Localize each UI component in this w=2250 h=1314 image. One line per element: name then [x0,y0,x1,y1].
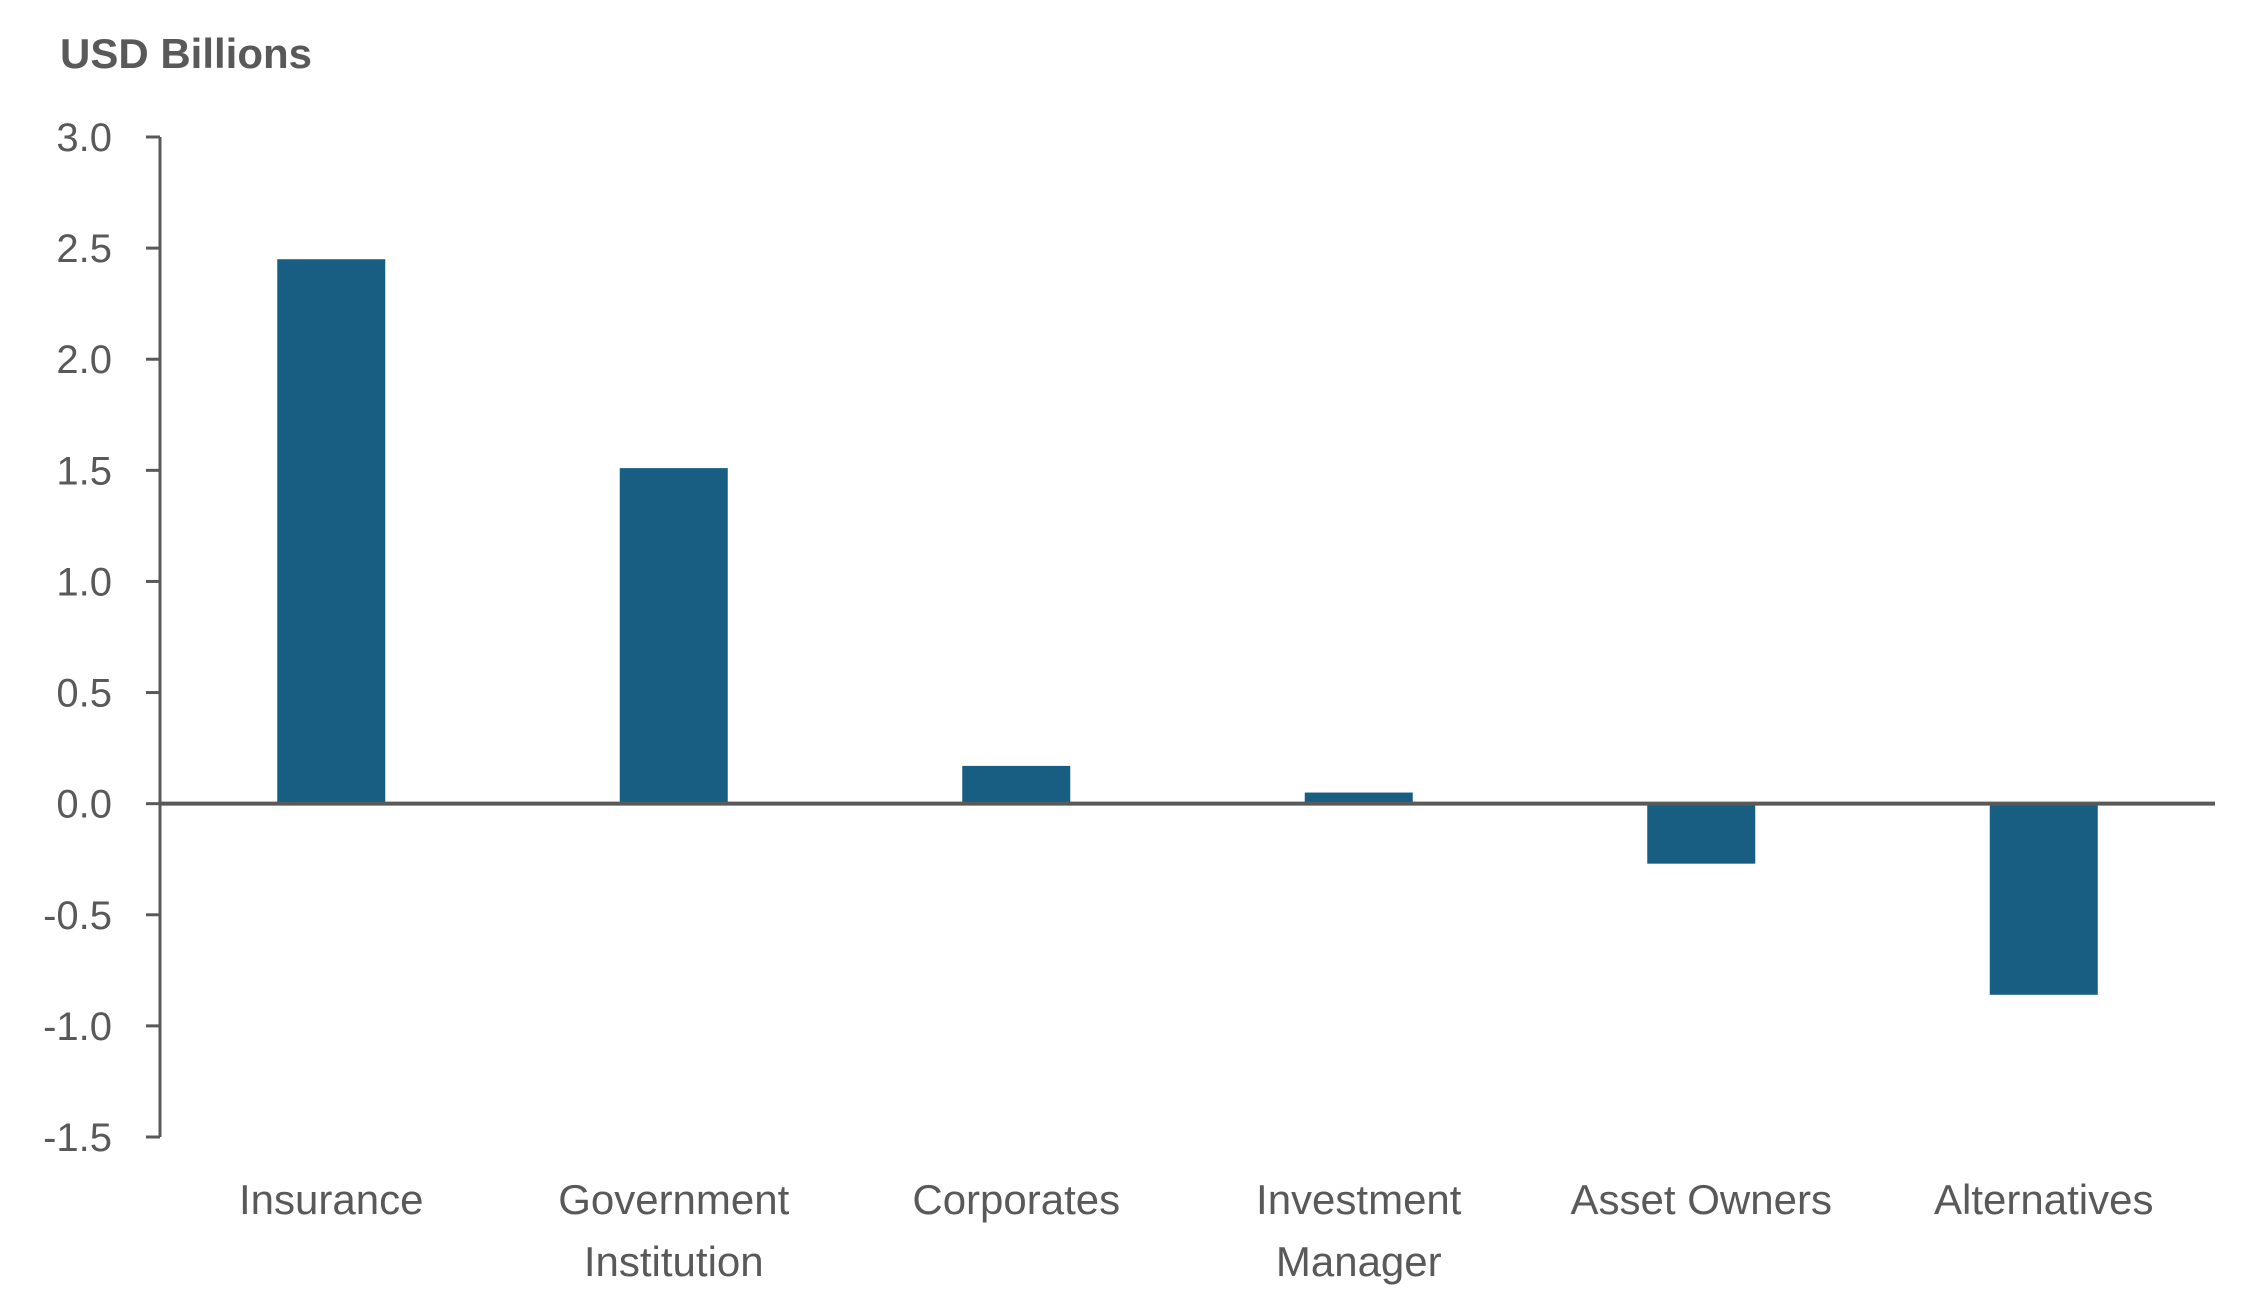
y-tick-label: 1.0 [56,560,112,604]
bar [619,468,728,804]
y-tick-label: 2.0 [56,338,112,382]
bar [1304,792,1413,804]
bar [1647,803,1756,864]
y-tick-label: -0.5 [43,894,112,938]
x-category-label: Alternatives [1934,1176,2153,1223]
y-tick-label: 3.0 [56,116,112,160]
x-category-label: Government [558,1176,789,1223]
bar [1989,803,2098,995]
bars [277,259,2098,995]
y-tick-label: 0.0 [56,783,112,827]
x-axis-categories: Insurance Government Institution Corporates… [239,1176,2153,1285]
x-category-label: Asset Owners [1571,1176,1832,1223]
y-axis-label: USD Billions [60,30,312,77]
bar [962,765,1071,804]
y-tick-label: 1.5 [56,449,112,493]
bar [277,259,386,804]
x-category-label: Insurance [239,1176,423,1223]
x-category-label: Manager [1276,1238,1442,1285]
x-category-label: Corporates [912,1176,1120,1223]
y-tick-label: 0.5 [56,672,112,716]
y-tick-label: 2.5 [56,227,112,271]
x-category-label: Institution [584,1238,764,1285]
y-tick-label: -1.5 [43,1116,112,1160]
y-axis: 3.0 2.5 2.0 1.5 1.0 0.5 0.0 -0.5 -1.0 -1.5 [43,116,160,1160]
axes [158,137,2215,1137]
x-category-label: Investment [1256,1176,1462,1223]
y-tick-label: -1.0 [43,1005,112,1049]
